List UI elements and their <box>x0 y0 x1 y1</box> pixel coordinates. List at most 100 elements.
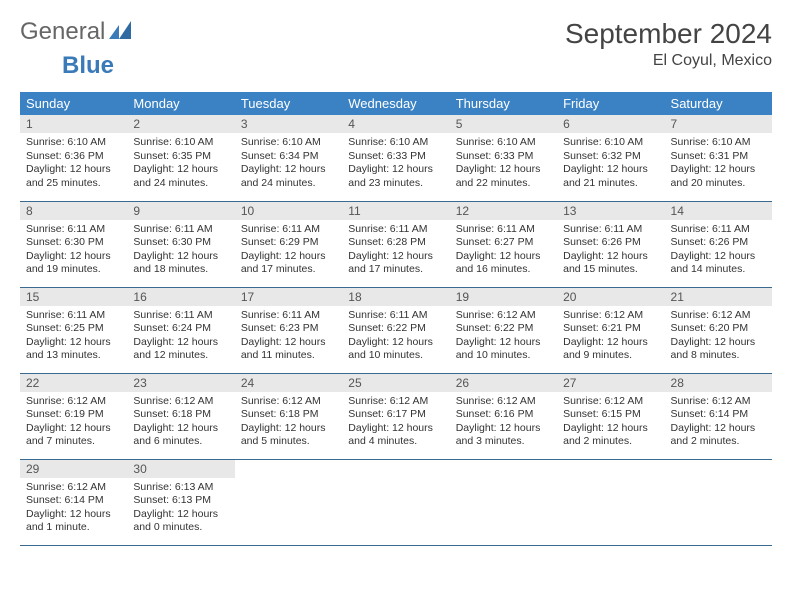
day-number: 2 <box>127 115 234 133</box>
calendar-cell <box>557 459 664 545</box>
day-body: Sunrise: 6:12 AMSunset: 6:14 PMDaylight:… <box>665 392 772 456</box>
sunrise-text: Sunrise: 6:11 AM <box>241 309 336 323</box>
weekday-header: Sunday <box>20 92 127 115</box>
daylight-text: Daylight: 12 hours and 17 minutes. <box>241 250 336 277</box>
day-number: 19 <box>450 288 557 306</box>
calendar-row: 29Sunrise: 6:12 AMSunset: 6:14 PMDayligh… <box>20 459 772 545</box>
daylight-text: Daylight: 12 hours and 15 minutes. <box>563 250 658 277</box>
sunrise-text: Sunrise: 6:11 AM <box>563 223 658 237</box>
day-body: Sunrise: 6:11 AMSunset: 6:23 PMDaylight:… <box>235 306 342 370</box>
calendar-cell: 12 Sunrise: 6:11 AMSunset: 6:27 PMDayligh… <box>450 201 557 287</box>
sunset-text: Sunset: 6:21 PM <box>563 322 658 336</box>
calendar-row: 1Sunrise: 6:10 AMSunset: 6:36 PMDaylight… <box>20 115 772 201</box>
weekday-header: Thursday <box>450 92 557 115</box>
day-number: 23 <box>127 374 234 392</box>
brand-part2: Blue <box>62 52 114 79</box>
sunrise-text: Sunrise: 6:13 AM <box>133 481 228 495</box>
weekday-header: Wednesday <box>342 92 449 115</box>
calendar-cell <box>665 459 772 545</box>
daylight-text: Daylight: 12 hours and 21 minutes. <box>563 163 658 190</box>
day-number: 3 <box>235 115 342 133</box>
sunrise-text: Sunrise: 6:10 AM <box>241 136 336 150</box>
daylight-text: Daylight: 12 hours and 16 minutes. <box>456 250 551 277</box>
day-body: Sunrise: 6:11 AMSunset: 6:26 PMDaylight:… <box>557 220 664 284</box>
sunset-text: Sunset: 6:23 PM <box>241 322 336 336</box>
daylight-text: Daylight: 12 hours and 8 minutes. <box>671 336 766 363</box>
sunrise-text: Sunrise: 6:10 AM <box>456 136 551 150</box>
sunrise-text: Sunrise: 6:12 AM <box>456 309 551 323</box>
sunset-text: Sunset: 6:15 PM <box>563 408 658 422</box>
sunset-text: Sunset: 6:31 PM <box>671 150 766 164</box>
day-number: 25 <box>342 374 449 392</box>
daylight-text: Daylight: 12 hours and 24 minutes. <box>133 163 228 190</box>
day-body: Sunrise: 6:12 AMSunset: 6:22 PMDaylight:… <box>450 306 557 370</box>
logo-mark-icon <box>109 18 135 46</box>
sunset-text: Sunset: 6:27 PM <box>456 236 551 250</box>
day-body: Sunrise: 6:10 AMSunset: 6:32 PMDaylight:… <box>557 133 664 197</box>
sunrise-text: Sunrise: 6:10 AM <box>671 136 766 150</box>
day-body: Sunrise: 6:10 AMSunset: 6:31 PMDaylight:… <box>665 133 772 197</box>
daylight-text: Daylight: 12 hours and 19 minutes. <box>26 250 121 277</box>
daylight-text: Daylight: 12 hours and 3 minutes. <box>456 422 551 449</box>
day-body: Sunrise: 6:11 AMSunset: 6:25 PMDaylight:… <box>20 306 127 370</box>
calendar-cell <box>342 459 449 545</box>
calendar-cell: 26Sunrise: 6:12 AMSunset: 6:16 PMDayligh… <box>450 373 557 459</box>
sunrise-text: Sunrise: 6:11 AM <box>671 223 766 237</box>
sunset-text: Sunset: 6:24 PM <box>133 322 228 336</box>
day-number: 6 <box>557 115 664 133</box>
sunrise-text: Sunrise: 6:12 AM <box>671 395 766 409</box>
calendar-cell: 10Sunrise: 6:11 AMSunset: 6:29 PMDayligh… <box>235 201 342 287</box>
day-number: 9 <box>127 202 234 220</box>
day-body: Sunrise: 6:10 AMSunset: 6:34 PMDaylight:… <box>235 133 342 197</box>
daylight-text: Daylight: 12 hours and 9 minutes. <box>563 336 658 363</box>
calendar-cell: 11Sunrise: 6:11 AMSunset: 6:28 PMDayligh… <box>342 201 449 287</box>
daylight-text: Daylight: 12 hours and 0 minutes. <box>133 508 228 535</box>
daylight-text: Daylight: 12 hours and 25 minutes. <box>26 163 121 190</box>
sunset-text: Sunset: 6:33 PM <box>348 150 443 164</box>
sunrise-text: Sunrise: 6:11 AM <box>456 223 551 237</box>
day-number: 15 <box>20 288 127 306</box>
calendar-cell: 7Sunrise: 6:10 AMSunset: 6:31 PMDaylight… <box>665 115 772 201</box>
sunrise-text: Sunrise: 6:10 AM <box>563 136 658 150</box>
daylight-text: Daylight: 12 hours and 2 minutes. <box>671 422 766 449</box>
calendar-cell: 14Sunrise: 6:11 AMSunset: 6:26 PMDayligh… <box>665 201 772 287</box>
calendar-cell: 1Sunrise: 6:10 AMSunset: 6:36 PMDaylight… <box>20 115 127 201</box>
sunset-text: Sunset: 6:36 PM <box>26 150 121 164</box>
calendar-cell: 20Sunrise: 6:12 AMSunset: 6:21 PMDayligh… <box>557 287 664 373</box>
sunset-text: Sunset: 6:29 PM <box>241 236 336 250</box>
sunrise-text: Sunrise: 6:12 AM <box>563 395 658 409</box>
calendar-cell: 13Sunrise: 6:11 AMSunset: 6:26 PMDayligh… <box>557 201 664 287</box>
day-body: Sunrise: 6:10 AMSunset: 6:36 PMDaylight:… <box>20 133 127 197</box>
calendar-cell: 2Sunrise: 6:10 AMSunset: 6:35 PMDaylight… <box>127 115 234 201</box>
weekday-header-row: Sunday Monday Tuesday Wednesday Thursday… <box>20 92 772 115</box>
sunset-text: Sunset: 6:26 PM <box>563 236 658 250</box>
sunset-text: Sunset: 6:26 PM <box>671 236 766 250</box>
sunset-text: Sunset: 6:34 PM <box>241 150 336 164</box>
sunset-text: Sunset: 6:32 PM <box>563 150 658 164</box>
weekday-header: Friday <box>557 92 664 115</box>
day-body: Sunrise: 6:11 AMSunset: 6:30 PMDaylight:… <box>20 220 127 284</box>
sunset-text: Sunset: 6:18 PM <box>133 408 228 422</box>
day-body: Sunrise: 6:11 AMSunset: 6:24 PMDaylight:… <box>127 306 234 370</box>
calendar-cell: 17Sunrise: 6:11 AMSunset: 6:23 PMDayligh… <box>235 287 342 373</box>
sunrise-text: Sunrise: 6:11 AM <box>348 309 443 323</box>
day-number: 30 <box>127 460 234 478</box>
day-number: 8 <box>20 202 127 220</box>
sunset-text: Sunset: 6:30 PM <box>26 236 121 250</box>
sunrise-text: Sunrise: 6:11 AM <box>348 223 443 237</box>
sunrise-text: Sunrise: 6:11 AM <box>241 223 336 237</box>
day-body: Sunrise: 6:13 AMSunset: 6:13 PMDaylight:… <box>127 478 234 542</box>
day-body: Sunrise: 6:12 AMSunset: 6:20 PMDaylight:… <box>665 306 772 370</box>
sunrise-text: Sunrise: 6:10 AM <box>133 136 228 150</box>
day-body: Sunrise: 6:11 AMSunset: 6:30 PMDaylight:… <box>127 220 234 284</box>
day-body: Sunrise: 6:10 AMSunset: 6:33 PMDaylight:… <box>450 133 557 197</box>
calendar-cell: 6Sunrise: 6:10 AMSunset: 6:32 PMDaylight… <box>557 115 664 201</box>
daylight-text: Daylight: 12 hours and 5 minutes. <box>241 422 336 449</box>
daylight-text: Daylight: 12 hours and 4 minutes. <box>348 422 443 449</box>
sunset-text: Sunset: 6:18 PM <box>241 408 336 422</box>
day-body: Sunrise: 6:12 AMSunset: 6:18 PMDaylight:… <box>235 392 342 456</box>
calendar-row: 22Sunrise: 6:12 AMSunset: 6:19 PMDayligh… <box>20 373 772 459</box>
day-number: 12 <box>450 202 557 220</box>
sunset-text: Sunset: 6:19 PM <box>26 408 121 422</box>
calendar-cell: 4Sunrise: 6:10 AMSunset: 6:33 PMDaylight… <box>342 115 449 201</box>
